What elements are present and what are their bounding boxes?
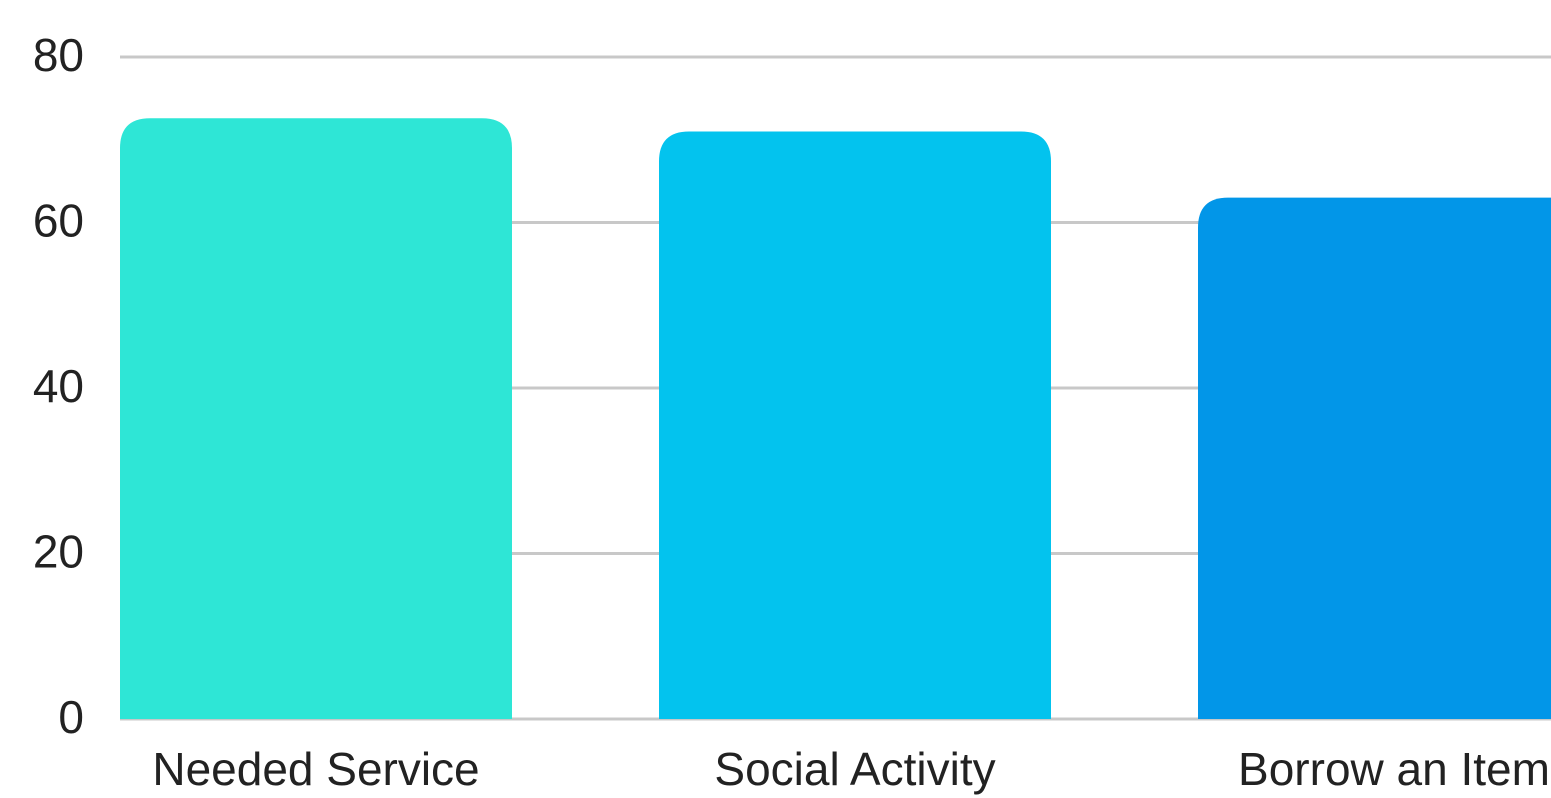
bar [1198,197,1551,719]
y-tick-label: 80 [33,29,84,81]
x-tick-label: Borrow an Item [1238,743,1550,795]
y-tick-label: 20 [33,526,84,578]
bar [120,118,512,720]
x-tick-label: Social Activity [714,743,995,795]
y-tick-label: 0 [58,691,84,743]
x-tick-label: Needed Service [152,743,479,795]
y-tick-label: 60 [33,195,84,247]
y-tick-label: 40 [33,360,84,412]
bar [659,131,1051,720]
